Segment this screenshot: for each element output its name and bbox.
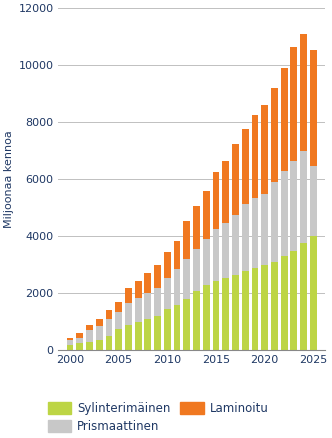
Bar [67,340,73,345]
Bar [300,244,307,350]
Bar [135,298,141,322]
Bar [76,343,83,350]
Bar [125,288,132,304]
Bar [300,151,307,244]
Bar [242,271,249,350]
Bar [76,338,83,343]
Bar [154,288,161,316]
Bar [164,252,171,278]
Bar [96,326,103,340]
Bar [174,269,181,305]
Bar [252,198,258,268]
Bar [135,322,141,350]
Bar [86,330,93,342]
Bar [222,161,229,223]
Legend: Sylinterimäinen, Prismaattinen, Laminoitu: Sylinterimäinen, Prismaattinen, Laminoit… [43,397,273,438]
Bar [242,129,249,204]
Bar [164,309,171,350]
Bar [183,221,190,259]
Bar [232,275,239,350]
Bar [281,68,288,171]
Bar [115,312,122,329]
Bar [261,265,268,350]
Bar [252,115,258,198]
Bar [115,329,122,350]
Bar [154,265,161,288]
Bar [67,345,73,350]
Bar [86,325,93,330]
Bar [203,239,209,285]
Bar [125,325,132,350]
Bar [125,304,132,325]
Bar [164,278,171,309]
Bar [261,194,268,265]
Bar [222,223,229,278]
Bar [203,191,209,239]
Bar [67,338,73,340]
Bar [174,240,181,269]
Bar [212,172,219,229]
Bar [290,161,297,251]
Bar [232,215,239,275]
Bar [281,256,288,350]
Bar [174,305,181,350]
Bar [203,285,209,350]
Bar [193,290,200,350]
Bar [261,105,268,194]
Bar [115,302,122,312]
Bar [106,319,112,336]
Bar [310,49,317,166]
Bar [183,299,190,350]
Bar [252,268,258,350]
Bar [290,47,297,161]
Bar [86,342,93,350]
Bar [271,182,278,262]
Bar [310,237,317,350]
Bar [193,206,200,249]
Bar [193,249,200,290]
Bar [135,280,141,298]
Bar [183,259,190,299]
Bar [290,251,297,350]
Y-axis label: Miljoonaa kennoa: Miljoonaa kennoa [4,131,14,228]
Bar [222,278,229,350]
Bar [106,336,112,350]
Bar [242,204,249,271]
Bar [96,319,103,326]
Bar [310,166,317,237]
Bar [271,88,278,182]
Bar [106,311,112,319]
Bar [271,262,278,350]
Bar [154,316,161,350]
Bar [144,293,151,319]
Bar [76,333,83,338]
Bar [96,340,103,350]
Bar [212,280,219,350]
Bar [144,319,151,350]
Bar [232,144,239,215]
Bar [212,229,219,280]
Bar [300,34,307,151]
Bar [281,171,288,256]
Bar [144,273,151,293]
